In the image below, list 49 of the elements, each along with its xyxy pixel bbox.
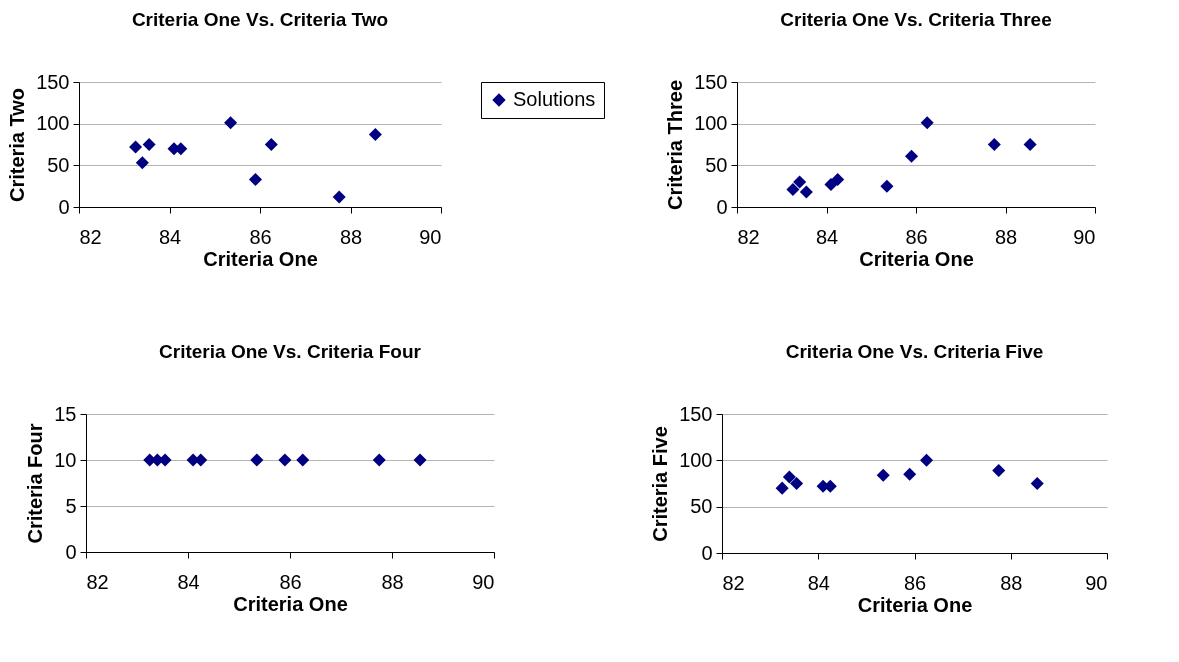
x-tick-label: 84 xyxy=(815,225,839,248)
y-tick-label: 50 xyxy=(47,153,70,176)
y-tick-label: 150 xyxy=(694,70,728,93)
y-tick-label: 150 xyxy=(679,402,713,425)
x-tick-label: 86 xyxy=(905,225,928,248)
y-axis-title: Criteria Three xyxy=(664,79,687,211)
x-tick-label: 82 xyxy=(722,571,745,594)
chart-title: Criteria One Vs. Criteria Five xyxy=(785,341,1044,362)
x-tick-label: 90 xyxy=(1085,571,1108,594)
y-axis-title: Criteria Two xyxy=(6,87,29,203)
chart-title: Criteria One Vs. Criteria Two xyxy=(131,9,389,30)
x-axis-title: Criteria One xyxy=(203,247,318,270)
y-tick-label: 0 xyxy=(65,540,77,563)
y-tick-label: 50 xyxy=(690,495,713,518)
y-tick-label: 100 xyxy=(694,112,728,135)
y-tick-label: 15 xyxy=(54,402,77,425)
x-tick-label: 84 xyxy=(177,570,200,593)
x-tick-label: 90 xyxy=(419,225,442,248)
chart-title: Criteria One Vs. Criteria Four xyxy=(159,341,422,362)
x-tick-label: 82 xyxy=(86,570,109,593)
x-tick-label: 86 xyxy=(279,570,302,593)
y-tick-label: 100 xyxy=(679,448,713,471)
chart-title: Criteria One Vs. Criteria Three xyxy=(780,9,1052,30)
y-axis-title: Criteria Four xyxy=(24,423,47,544)
x-tick-label: 88 xyxy=(994,225,1018,248)
x-tick-label: 86 xyxy=(249,225,272,248)
y-tick-label: 0 xyxy=(58,195,70,218)
x-tick-label: 82 xyxy=(737,225,760,248)
legend-label: Solutions xyxy=(513,88,596,110)
y-tick-label: 150 xyxy=(36,70,70,93)
x-axis-title: Criteria One xyxy=(859,247,974,270)
x-axis-title: Criteria One xyxy=(233,592,348,615)
y-tick-label: 0 xyxy=(716,195,728,218)
x-tick-label: 82 xyxy=(79,225,102,248)
x-tick-label: 88 xyxy=(381,570,404,593)
x-tick-label: 90 xyxy=(472,570,495,593)
y-tick-label: 100 xyxy=(36,112,70,135)
x-tick-label: 88 xyxy=(1000,571,1023,594)
x-tick-label: 88 xyxy=(339,225,363,248)
x-tick-label: 86 xyxy=(903,571,927,594)
y-axis-title: Criteria Five xyxy=(649,426,672,542)
y-tick-label: 50 xyxy=(705,153,728,176)
x-tick-label: 84 xyxy=(158,225,182,248)
y-tick-label: 10 xyxy=(54,448,77,471)
y-tick-label: 0 xyxy=(701,541,713,564)
y-tick-label: 5 xyxy=(65,494,77,517)
x-tick-label: 84 xyxy=(807,571,830,594)
x-tick-label: 90 xyxy=(1073,225,1096,248)
x-axis-title: Criteria One xyxy=(857,593,973,616)
